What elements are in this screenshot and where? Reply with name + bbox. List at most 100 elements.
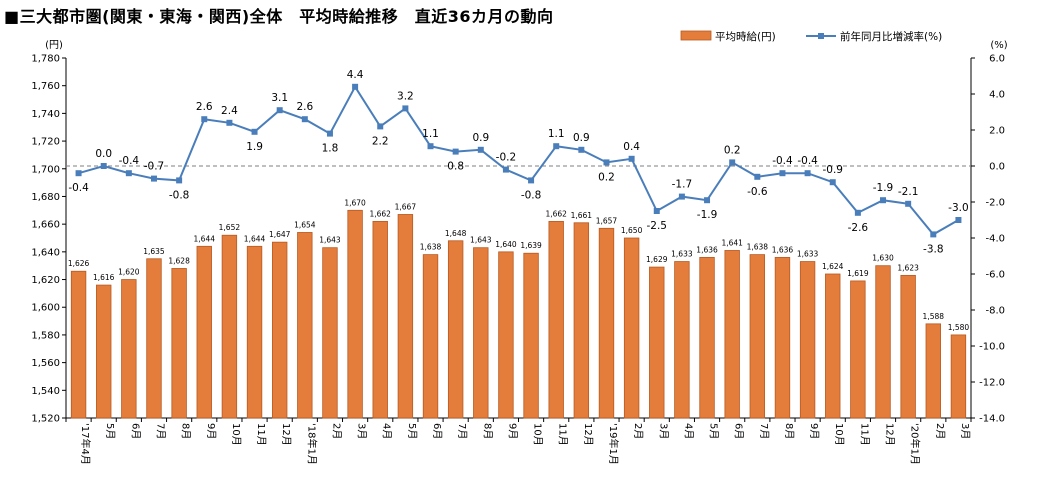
x-tick-label: 8月 [180,423,192,439]
y-tick-label: 1,700 [31,164,60,175]
bar-value-label: 1,624 [822,262,844,271]
rate-point [352,83,359,90]
bar-value-label: 1,644 [244,234,266,243]
bar-value-label: 1,641 [721,238,743,247]
bar [900,274,916,419]
rate-point [704,197,711,204]
bar [699,256,715,419]
bar [774,256,791,419]
rate-value-label: -0.4 [797,155,818,167]
rate-value-label: -0.8 [169,189,190,201]
rate-value-label: -0.2 [496,152,517,164]
rate-line [75,83,962,238]
bar-value-label: 1,648 [445,229,467,238]
bar-value-label: 1,620 [118,268,140,277]
y-tick-label: 1,540 [31,386,60,397]
rate-value-label: -1.9 [697,209,718,221]
rate-value-label: 3.2 [397,90,414,102]
y2-tick-label: -8.0 [985,306,1005,317]
rate-value-label: -0.8 [521,189,542,201]
rate-value-label: 2.6 [196,101,213,113]
rate-value-label: 3.1 [271,92,288,104]
x-tick-label: 9月 [808,423,820,439]
bar-value-label: 1,616 [93,273,115,282]
rate-point [779,170,786,177]
rate-value-label: 1.9 [246,141,263,153]
rate-value-label: -0.7 [144,161,165,173]
y-tick-label: 1,600 [31,303,60,314]
bar [96,284,112,419]
y2-axis-unit: (%) [990,40,1007,51]
y2-tick-label: -4.0 [985,234,1005,245]
bar-value-label: 1,635 [143,247,165,256]
rate-value-label: -1.7 [672,179,693,191]
bar-value-label: 1,670 [344,198,366,207]
y-tick-label: 1,780 [31,54,60,65]
rate-point [377,123,384,130]
y2-tick-label: -6.0 [985,270,1005,281]
bar-value-label: 1,644 [194,234,216,243]
bar-value-label: 1,626 [68,259,90,268]
rate-point [829,179,836,186]
rate-point [653,208,660,214]
bar-value-label: 1,629 [646,255,668,264]
x-tick-label: 7月 [758,423,770,439]
x-tick-label: 8月 [481,423,493,439]
x-tick-label: 4月 [381,423,393,439]
rate-value-label: -3.0 [948,202,969,214]
x-tick-label: 12月 [582,423,594,446]
legend-bar-label: 平均時給(円) [715,30,776,43]
x-tick-label: 6月 [129,423,141,439]
y2-tick-label: 6.0 [989,54,1005,65]
bar-value-label: 1,633 [797,250,819,259]
x-tick-label: 3月 [959,423,971,439]
rate-point [930,231,937,238]
y2-tick-label: -14.0 [979,414,1005,425]
bar [875,265,891,419]
bar-value-label: 1,619 [847,269,869,278]
rate-value-label: 1.8 [322,143,339,155]
rate-point [678,193,685,200]
bar [422,254,439,419]
bar-value-label: 1,636 [696,245,718,254]
rate-point [955,217,962,223]
x-tick-label: '17年4月 [79,423,92,465]
bar-value-label: 1,580 [948,323,970,332]
rate-series-line [78,84,959,236]
rate-point [502,166,509,173]
y-tick-label: 1,640 [31,247,60,258]
bar [473,247,489,419]
rate-point [880,197,887,204]
bar [121,279,137,419]
rate-point [754,173,761,180]
x-tick-label: 6月 [431,423,443,439]
bars [70,209,967,419]
x-tick-label: 12月 [280,423,292,446]
y-axis-unit: (円) [45,40,63,51]
bar-value-label: 1,636 [772,245,794,254]
bar-value-label: 1,652 [219,223,241,232]
x-tick-label: 9月 [205,423,217,439]
rate-value-label: -0.9 [822,164,843,176]
bar-value-label: 1,588 [923,312,945,321]
bar-value-label: 1,638 [420,243,442,252]
bar-value-label: 1,643 [470,236,492,245]
bar [950,334,967,419]
bar-value-label: 1,661 [571,211,593,220]
bar [649,266,665,419]
rate-value-label: 0.2 [598,171,615,183]
rate-value-label: 0.9 [573,132,590,144]
x-tick-label: 7月 [154,423,166,439]
y-tick-label: 1,660 [31,220,60,231]
x-tick-label: 11月 [557,423,569,446]
axes: 1,520 1,540 1,560 1,580 1,600 1,620 1,640 1,660… [31,40,1007,465]
y-tick-label: 1,620 [31,275,60,286]
rate-value-label: 1.1 [422,128,439,140]
bar [573,222,590,419]
rate-point [578,146,585,153]
rate-value-label: 4.4 [347,69,364,81]
rate-value-label: 0.2 [724,144,741,156]
x-tick-label: 5月 [708,423,720,439]
